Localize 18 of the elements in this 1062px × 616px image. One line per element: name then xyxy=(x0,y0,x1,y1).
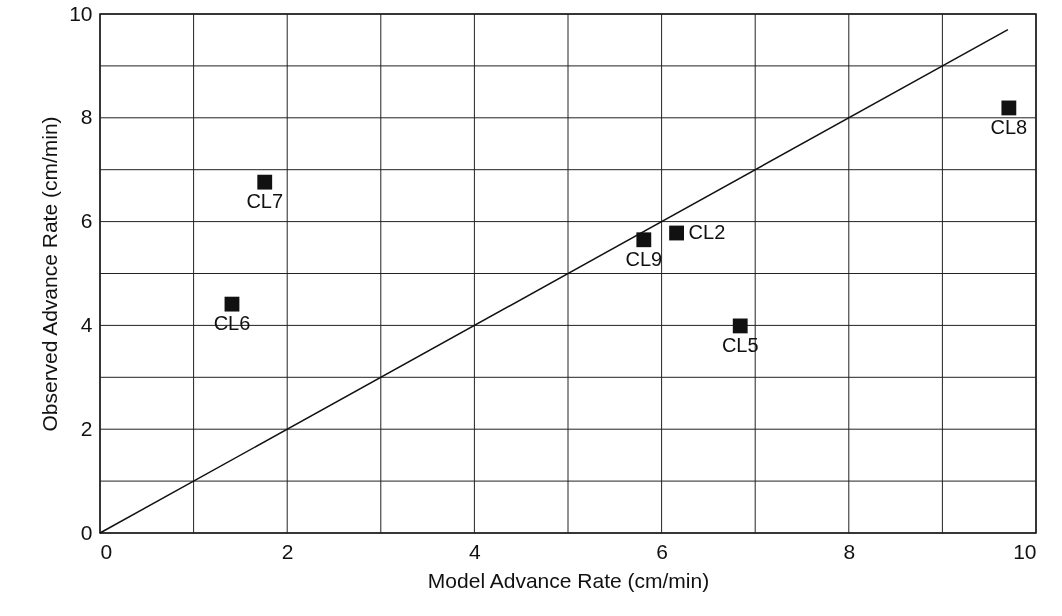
y-tick-label: 10 xyxy=(69,1,93,25)
x-tick-label: 4 xyxy=(469,539,482,563)
x-axis-title: Model Advance Rate (cm/min) xyxy=(427,568,710,592)
y-tick-label: 4 xyxy=(80,312,93,336)
x-tick-label: 2 xyxy=(281,539,294,563)
y-tick-label: 0 xyxy=(80,520,93,544)
annotation: CL9 xyxy=(625,247,663,270)
annotation: CL8 xyxy=(990,115,1028,138)
annotation: CL2 xyxy=(688,221,726,244)
y-tick-label: 6 xyxy=(80,209,93,233)
y-axis-title: Observed Advance Rate (cm/min) xyxy=(38,116,62,432)
y-tick-label: 2 xyxy=(80,416,93,440)
annotation: CL7 xyxy=(246,190,284,213)
x-tick-label: 0 xyxy=(100,539,113,563)
x-tick-label: 6 xyxy=(656,539,668,563)
x-tick-label: 8 xyxy=(843,539,856,563)
y-tick-label: 8 xyxy=(80,105,93,129)
x-tick-label: 10 xyxy=(1013,539,1037,563)
